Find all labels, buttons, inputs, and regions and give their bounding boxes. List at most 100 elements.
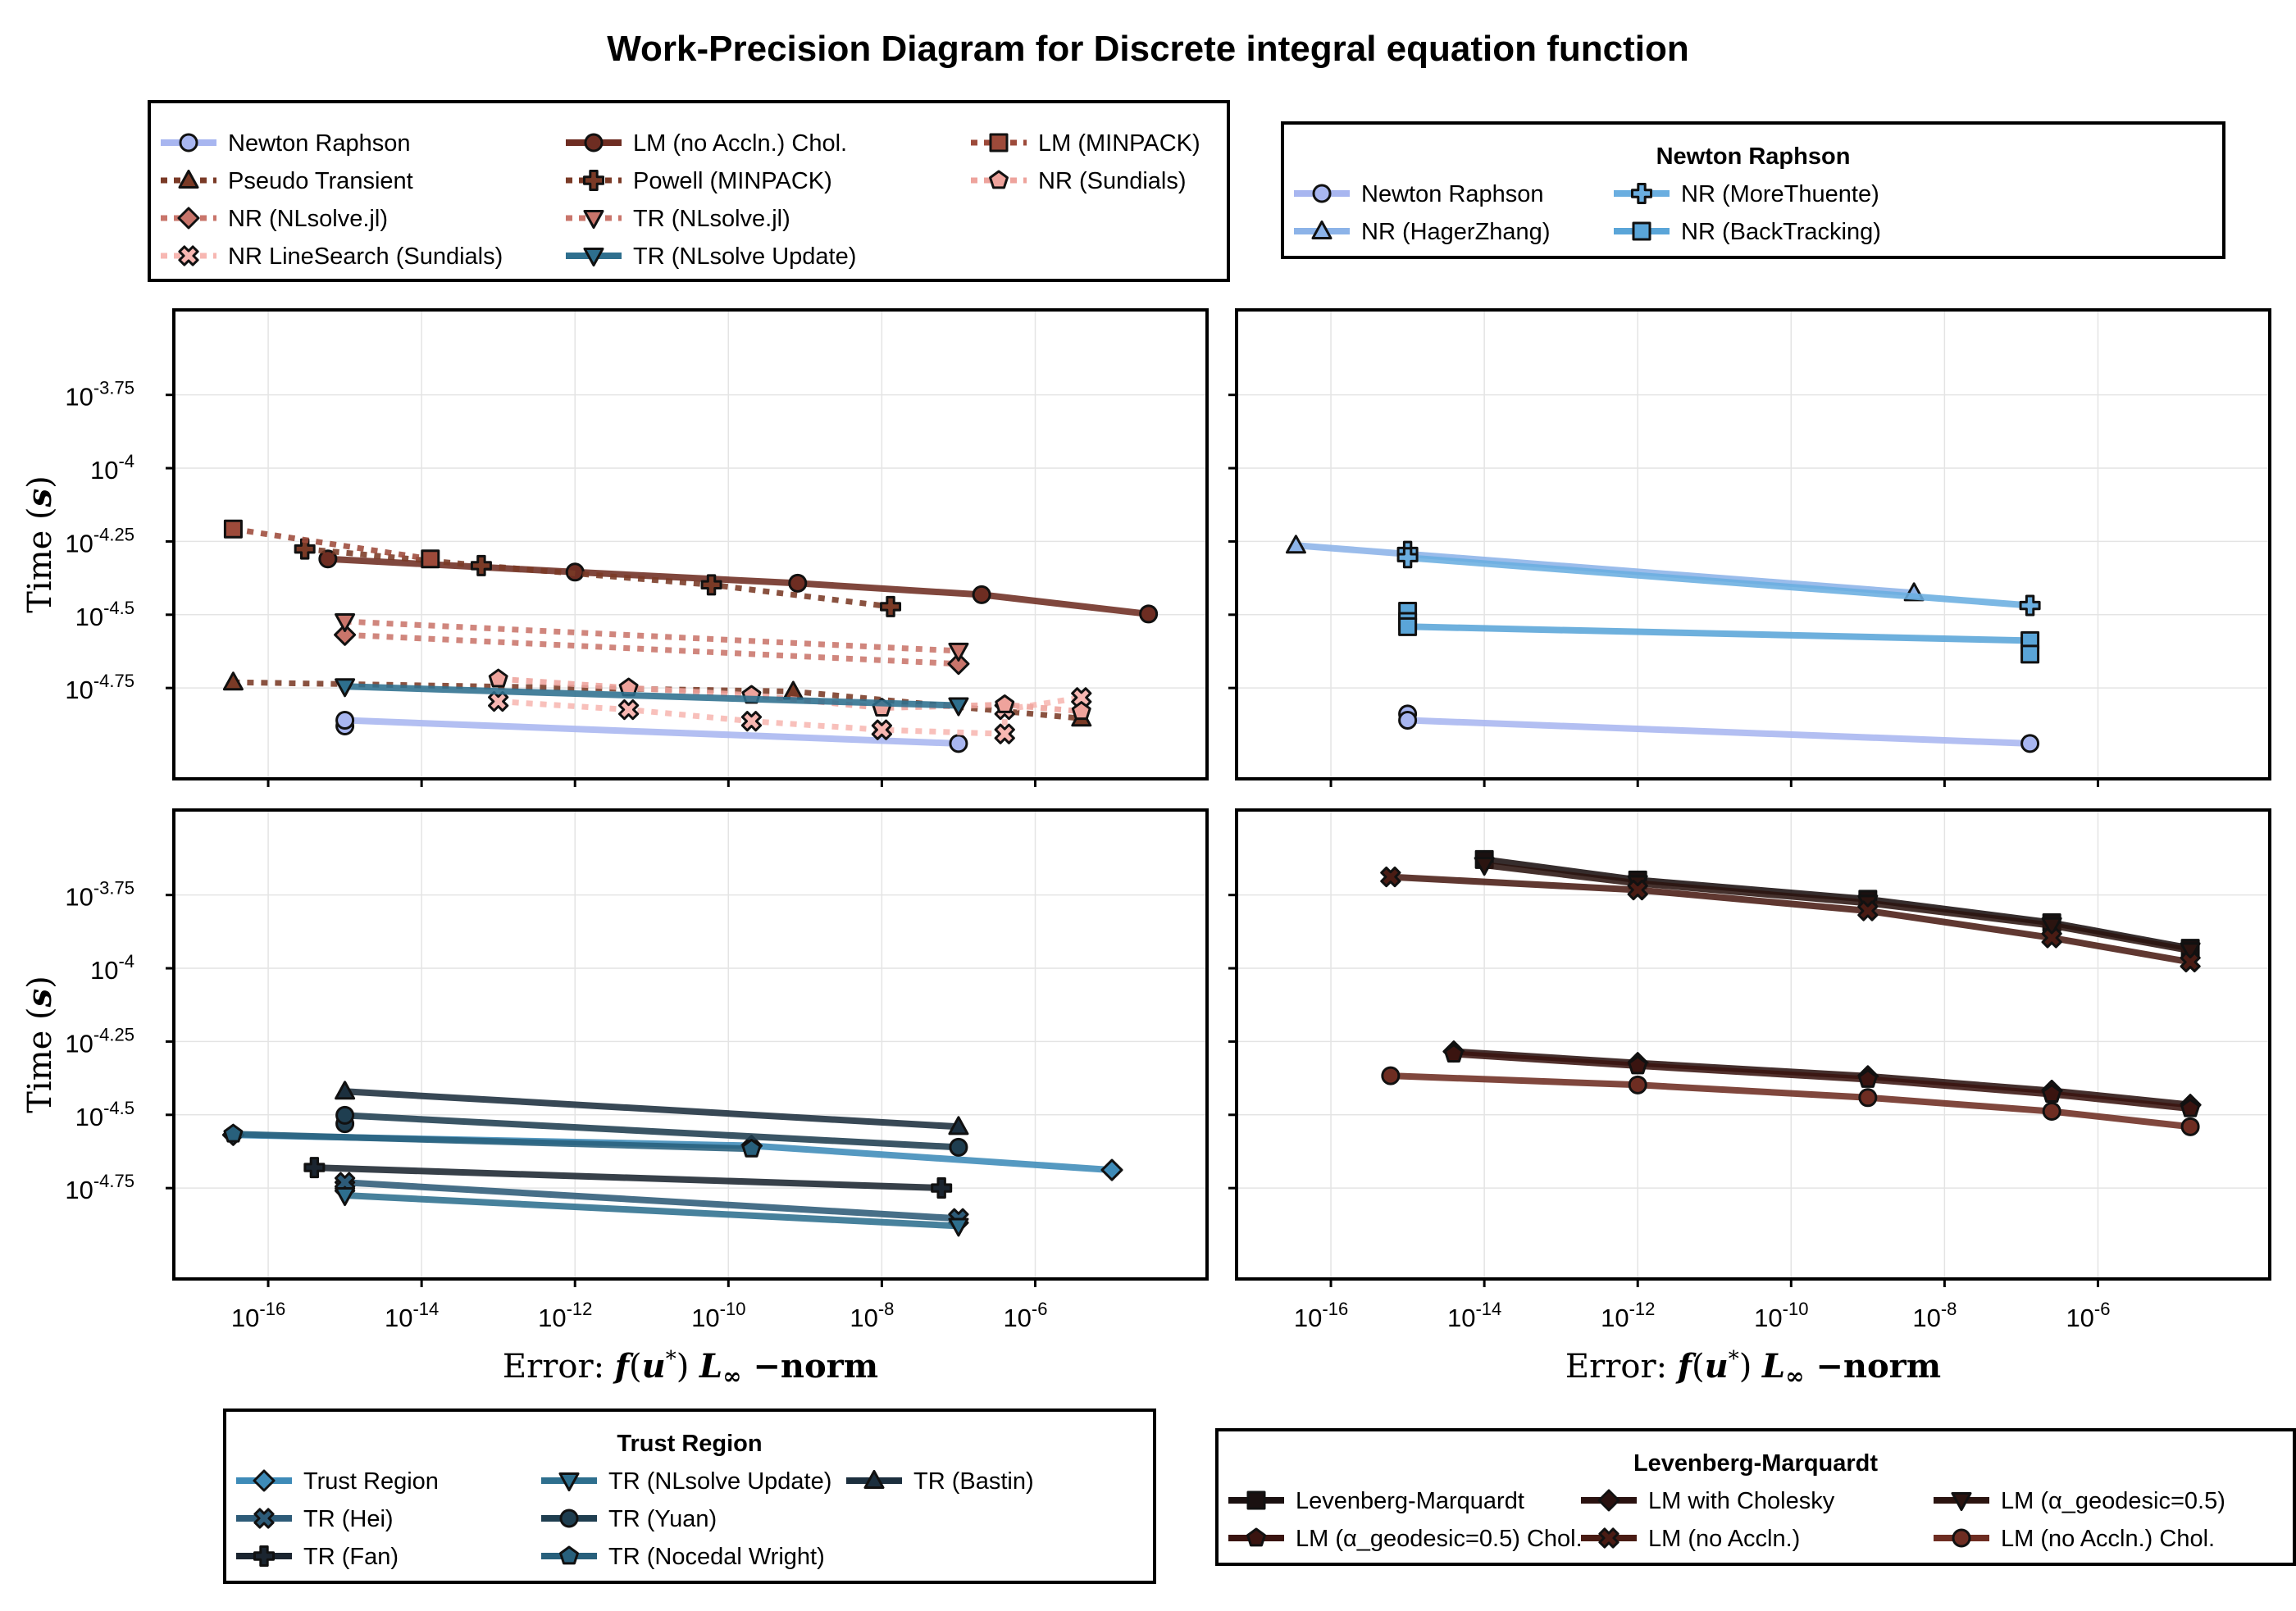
legend-trust: Trust Region Trust Region TR (Hei) TR (Fan)… [223, 1408, 1156, 1584]
data-point [871, 719, 892, 740]
legend-label: TR (NLsolve Update) [608, 1468, 831, 1495]
x-tick-label: 10-6 [2066, 1299, 2110, 1332]
data-point [334, 623, 357, 646]
legend-frame [148, 100, 1230, 282]
legend-label: NR (BackTracking) [1681, 219, 1881, 245]
data-point [947, 653, 970, 676]
legend-label: TR (Hei) [303, 1506, 394, 1532]
series-tr-nlsolve-jl- [335, 612, 969, 662]
x-tick-base: 10 [1294, 1304, 1322, 1332]
legend-label: NR (MoreThuente) [1681, 181, 1879, 207]
y-tick-label: 10-3.75 [65, 878, 134, 912]
y-axis-label-text: ) [21, 476, 59, 489]
legend-title: Newton Raphson [1656, 143, 1851, 170]
panel-top-right [1235, 308, 2271, 780]
data-point [2180, 951, 2201, 973]
x-tick-base: 10 [1754, 1304, 1782, 1332]
series-line [344, 683, 959, 709]
panel-bottom-left [172, 808, 1209, 1281]
panel-border [1235, 808, 2271, 1281]
legend-item: LM (α_geodesic=0.5) Chol. [1228, 1526, 1583, 1552]
x-tick-label: 10-14 [1447, 1299, 1501, 1332]
legend-swatch-marker [178, 170, 199, 189]
data-point [2042, 1084, 2062, 1103]
series-line [233, 1131, 752, 1153]
data-point [948, 642, 969, 662]
x-tick-exponent: -10 [1783, 1299, 1809, 1319]
x-axis-label-text: u [1705, 1347, 1729, 1386]
x-tick-label: 10-12 [538, 1299, 592, 1332]
legend-label: NR (HagerZhang) [1361, 219, 1550, 245]
series-tr-yuan- [335, 1105, 968, 1157]
x-tick-label: 10-8 [850, 1299, 894, 1332]
legend-swatch-marker [179, 133, 198, 152]
legend-item: TR (Yuan) [541, 1506, 717, 1532]
data-point [1381, 1066, 1401, 1085]
x-tick-exponent: -16 [1322, 1299, 1348, 1319]
data-point [2041, 927, 2062, 949]
legend-item: Trust Region [236, 1468, 439, 1495]
y-tick-base: 10 [90, 956, 118, 985]
series-group-bottom-left [221, 1081, 1123, 1237]
legend-label: NR (NLsolve.jl) [228, 206, 388, 232]
legend-label: LM (no Accln.) Chol. [2001, 1526, 2215, 1552]
y-tick-exponent: -4 [118, 451, 134, 471]
legend-swatch-marker [1311, 221, 1332, 239]
data-point [972, 585, 991, 604]
x-tick-label: 10-16 [1294, 1299, 1348, 1332]
series-tr-nocedal-wright- [223, 1123, 762, 1158]
legend-item: NR (BackTracking) [1614, 219, 1881, 245]
data-point [1398, 617, 1418, 636]
x-axis-label-text: ∞ [1785, 1363, 1804, 1390]
legend-swatch-marker [583, 248, 604, 266]
x-axis-label-text: ( [1692, 1348, 1705, 1386]
y-tick-base: 10 [65, 883, 93, 912]
x-axis-label-text: Error: [503, 1348, 615, 1386]
data-point [1857, 900, 1879, 922]
data-point [335, 612, 356, 632]
series-lm-minpack- [223, 519, 440, 569]
legend-label: LM (no Accln.) [1648, 1526, 1800, 1552]
panel-bottom-right [1235, 808, 2271, 1281]
legend-swatch-marker [1246, 1490, 1266, 1510]
data-point [2041, 917, 2062, 936]
y-tick-exponent: -4 [118, 951, 134, 972]
data-point [740, 711, 763, 732]
legend-item: TR (Fan) [236, 1544, 399, 1570]
legend-item: TR (NLsolve Update) [566, 243, 856, 270]
x-tick-exponent: -14 [412, 1299, 439, 1319]
legend-label: NR (Sundials) [1038, 168, 1187, 194]
x-tick-exponent: -10 [720, 1299, 746, 1319]
legend-swatch-marker [584, 133, 604, 152]
legend-swatch-marker [177, 207, 200, 230]
x-tick-label: 10-10 [1754, 1299, 1808, 1332]
x-tick-label: 10-14 [385, 1299, 439, 1332]
data-point [880, 595, 902, 617]
y-axis-label-text: Time ( [21, 507, 59, 612]
data-point [1628, 1075, 1647, 1094]
series-lm-no-accln- [1380, 866, 2201, 973]
data-point [1858, 1088, 1878, 1108]
legend-swatch-marker [559, 1509, 579, 1528]
series-nr-backtracking- [1398, 602, 2040, 664]
y-tick-label: 10-4 [90, 951, 134, 985]
x-tick-label: 10-16 [231, 1299, 285, 1332]
legend-label: LM (α_geodesic=0.5) [2001, 1488, 2225, 1514]
y-tick-exponent: -4.5 [103, 598, 134, 618]
series-nr-nlsolve-jl- [334, 623, 970, 676]
legend-label: LM (no Accln.) Chol. [633, 130, 847, 157]
data-point [1398, 711, 1418, 730]
data-point [294, 538, 316, 560]
x-tick-base: 10 [850, 1304, 877, 1332]
series-line [498, 676, 1082, 715]
x-tick-exponent: -12 [567, 1299, 593, 1319]
data-point [1100, 1158, 1123, 1181]
data-point [488, 690, 509, 712]
series-lm-no-accln-chol- [1381, 1066, 2200, 1136]
y-tick-label: 10-4.5 [75, 1098, 134, 1131]
legend-label: Newton Raphson [228, 130, 410, 157]
data-point [335, 711, 355, 730]
data-point [2180, 1098, 2201, 1117]
data-point [303, 1157, 326, 1179]
